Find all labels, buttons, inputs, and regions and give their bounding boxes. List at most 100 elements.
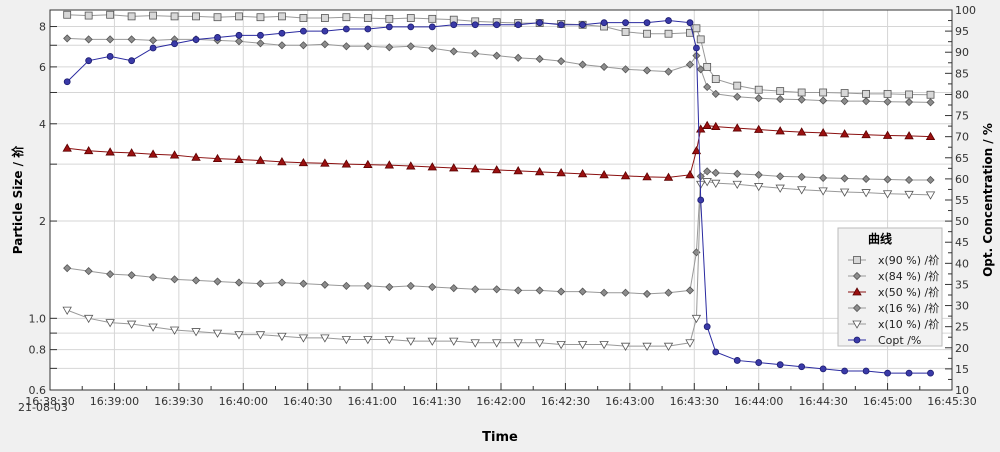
data-point (277, 157, 287, 166)
x-tick-label: 16:45:30 (927, 395, 976, 408)
y-right-tick-label: 30 (955, 300, 969, 313)
data-point (449, 337, 459, 346)
y-right-tick-label: 95 (955, 25, 969, 38)
data-point (883, 89, 892, 98)
data-point (732, 123, 742, 132)
x-tick-label: 16:39:00 (90, 395, 139, 408)
data-point (733, 92, 742, 101)
y-right-tick-label: 70 (955, 131, 969, 144)
legend-box (837, 227, 943, 347)
data-point (862, 89, 870, 98)
data-point (696, 172, 705, 181)
data-point (622, 19, 629, 27)
data-point (600, 288, 609, 297)
data-point (449, 163, 459, 172)
y-left-tick-label: 6 (39, 61, 46, 74)
legend-title: 曲线 (868, 231, 892, 246)
data-point (819, 88, 828, 97)
data-point (904, 97, 914, 107)
x-tick-label: 16:40:00 (219, 395, 268, 408)
legend-label: x(16 %) /祄 (878, 301, 939, 315)
data-point (63, 78, 71, 86)
grid (49, 9, 953, 391)
data-point (642, 172, 652, 181)
legend-label: x(84 %) /祄 (878, 269, 939, 283)
series-line (66, 20, 931, 374)
data-point (621, 65, 630, 74)
y-left-axis-title: Particle Size / 祄 (10, 145, 25, 254)
data-point (170, 12, 179, 21)
data-point (776, 95, 785, 104)
data-point (363, 336, 373, 345)
data-point (278, 12, 286, 21)
data-point (796, 186, 807, 195)
data-point (320, 158, 330, 167)
data-point (363, 159, 373, 169)
legend-marker (853, 256, 861, 264)
data-point (149, 11, 157, 20)
data-point (754, 124, 764, 133)
data-point (819, 365, 827, 373)
data-point (643, 29, 651, 38)
data-point (106, 35, 115, 44)
data-point (711, 121, 721, 131)
series-4 (62, 178, 936, 351)
data-point (696, 35, 705, 44)
data-point (384, 336, 395, 345)
data-point (557, 21, 565, 29)
data-point (63, 10, 72, 19)
data-point (691, 314, 702, 324)
y-right-tick-label: 65 (955, 152, 969, 165)
data-point (775, 126, 785, 135)
x-tick-label: 16:39:30 (154, 395, 203, 408)
legend-item: x(50 %) /祄 (848, 285, 939, 299)
legend-marker (852, 287, 862, 296)
data-point (693, 44, 700, 52)
legend-item: x(84 %) /祄 (848, 269, 939, 283)
data-point (470, 339, 480, 348)
data-point (797, 88, 806, 97)
data-point (83, 145, 94, 155)
data-point (904, 190, 914, 200)
data-point (106, 270, 115, 279)
y-right-axis-title: Opt. Concentration / % (981, 123, 995, 277)
data-point (685, 170, 695, 179)
data-point (621, 27, 630, 36)
data-point (84, 11, 93, 20)
data-point (63, 264, 72, 273)
y-right-tick-label: 100 (955, 4, 976, 17)
data-point (663, 172, 674, 181)
data-point (212, 329, 223, 338)
x-tick-label: 16:41:00 (347, 395, 396, 408)
data-point (620, 171, 631, 180)
x-tick-label: 16:42:30 (541, 395, 590, 408)
data-point (754, 183, 764, 192)
data-point (427, 162, 437, 171)
data-point (492, 51, 501, 60)
data-point (642, 342, 652, 351)
data-point (819, 173, 828, 182)
data-point (733, 81, 742, 90)
data-point (685, 286, 695, 295)
data-point (342, 13, 351, 22)
legend-marker (852, 320, 862, 329)
y-right-tick-label: 60 (955, 173, 969, 186)
data-point (406, 161, 416, 170)
data-point (84, 267, 93, 276)
series-1 (63, 34, 935, 107)
data-point (384, 160, 395, 169)
legend-marker (852, 271, 862, 281)
data-point (754, 170, 763, 179)
data-point (839, 129, 850, 138)
data-point (407, 23, 415, 31)
data-point (797, 172, 806, 181)
data-point (492, 165, 502, 174)
data-point (385, 43, 394, 52)
data-point (126, 148, 137, 157)
data-point (904, 131, 914, 140)
y-right-tick-label: 75 (955, 110, 969, 123)
data-point (171, 40, 178, 48)
data-point (126, 320, 137, 329)
x-axis-title: Time (482, 430, 518, 445)
legend-label: Copt /% (878, 334, 921, 347)
